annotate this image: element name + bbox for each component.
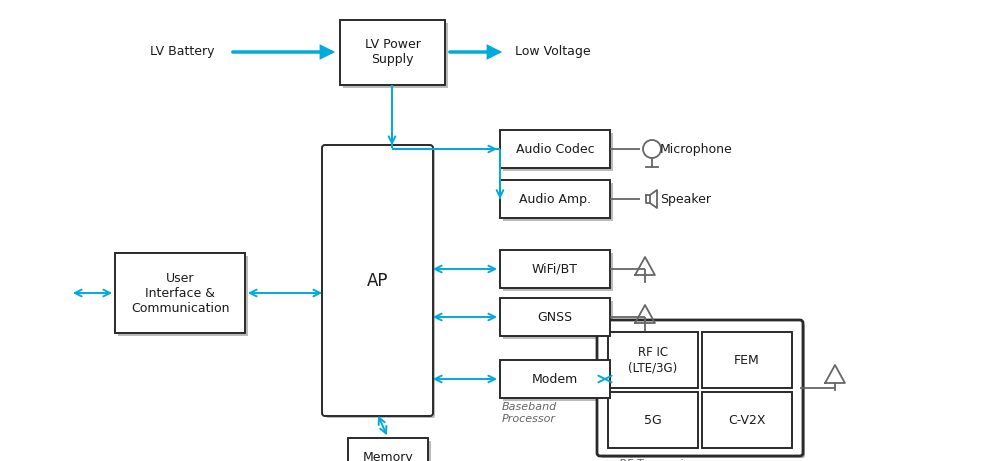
FancyBboxPatch shape xyxy=(608,332,698,388)
Text: FEM: FEM xyxy=(734,354,760,366)
FancyBboxPatch shape xyxy=(503,363,613,401)
Text: C-V2X: C-V2X xyxy=(728,414,766,426)
FancyBboxPatch shape xyxy=(340,20,445,85)
FancyBboxPatch shape xyxy=(611,395,701,451)
FancyBboxPatch shape xyxy=(503,253,613,291)
Text: Memory: Memory xyxy=(363,450,413,461)
Text: Speaker: Speaker xyxy=(660,193,711,206)
FancyBboxPatch shape xyxy=(115,253,245,333)
Text: RF IC
(LTE/3G): RF IC (LTE/3G) xyxy=(629,346,678,374)
FancyBboxPatch shape xyxy=(500,180,610,218)
Text: Low Voltage: Low Voltage xyxy=(515,46,591,59)
Text: Audio Codec: Audio Codec xyxy=(516,142,594,155)
Text: Audio Amp.: Audio Amp. xyxy=(519,193,591,206)
Text: Microphone: Microphone xyxy=(660,142,733,155)
Text: LV Power
Supply: LV Power Supply xyxy=(365,39,421,66)
FancyBboxPatch shape xyxy=(326,149,435,418)
FancyBboxPatch shape xyxy=(705,395,795,451)
FancyBboxPatch shape xyxy=(503,183,613,221)
Text: AP: AP xyxy=(367,272,388,290)
Text: RF Transceiver: RF Transceiver xyxy=(619,459,701,461)
FancyBboxPatch shape xyxy=(597,320,803,456)
FancyBboxPatch shape xyxy=(500,250,610,288)
FancyBboxPatch shape xyxy=(351,441,431,461)
FancyBboxPatch shape xyxy=(601,324,805,458)
Text: 5G: 5G xyxy=(645,414,662,426)
FancyBboxPatch shape xyxy=(500,360,610,398)
FancyBboxPatch shape xyxy=(348,438,428,461)
FancyBboxPatch shape xyxy=(503,133,613,171)
Text: WiFi/BT: WiFi/BT xyxy=(532,262,578,276)
Text: User
Interface &
Communication: User Interface & Communication xyxy=(130,272,230,314)
Text: LV Battery: LV Battery xyxy=(150,46,215,59)
FancyBboxPatch shape xyxy=(322,145,433,416)
FancyBboxPatch shape xyxy=(702,332,792,388)
FancyBboxPatch shape xyxy=(500,130,610,168)
Text: Modem: Modem xyxy=(532,372,578,385)
FancyBboxPatch shape xyxy=(343,23,448,88)
FancyBboxPatch shape xyxy=(118,256,248,336)
Text: GNSS: GNSS xyxy=(538,311,573,324)
FancyBboxPatch shape xyxy=(705,335,795,391)
FancyBboxPatch shape xyxy=(611,335,701,391)
FancyBboxPatch shape xyxy=(608,392,698,448)
FancyBboxPatch shape xyxy=(702,392,792,448)
FancyBboxPatch shape xyxy=(503,301,613,339)
FancyBboxPatch shape xyxy=(500,298,610,336)
Text: Baseband
Processor: Baseband Processor xyxy=(502,402,557,424)
